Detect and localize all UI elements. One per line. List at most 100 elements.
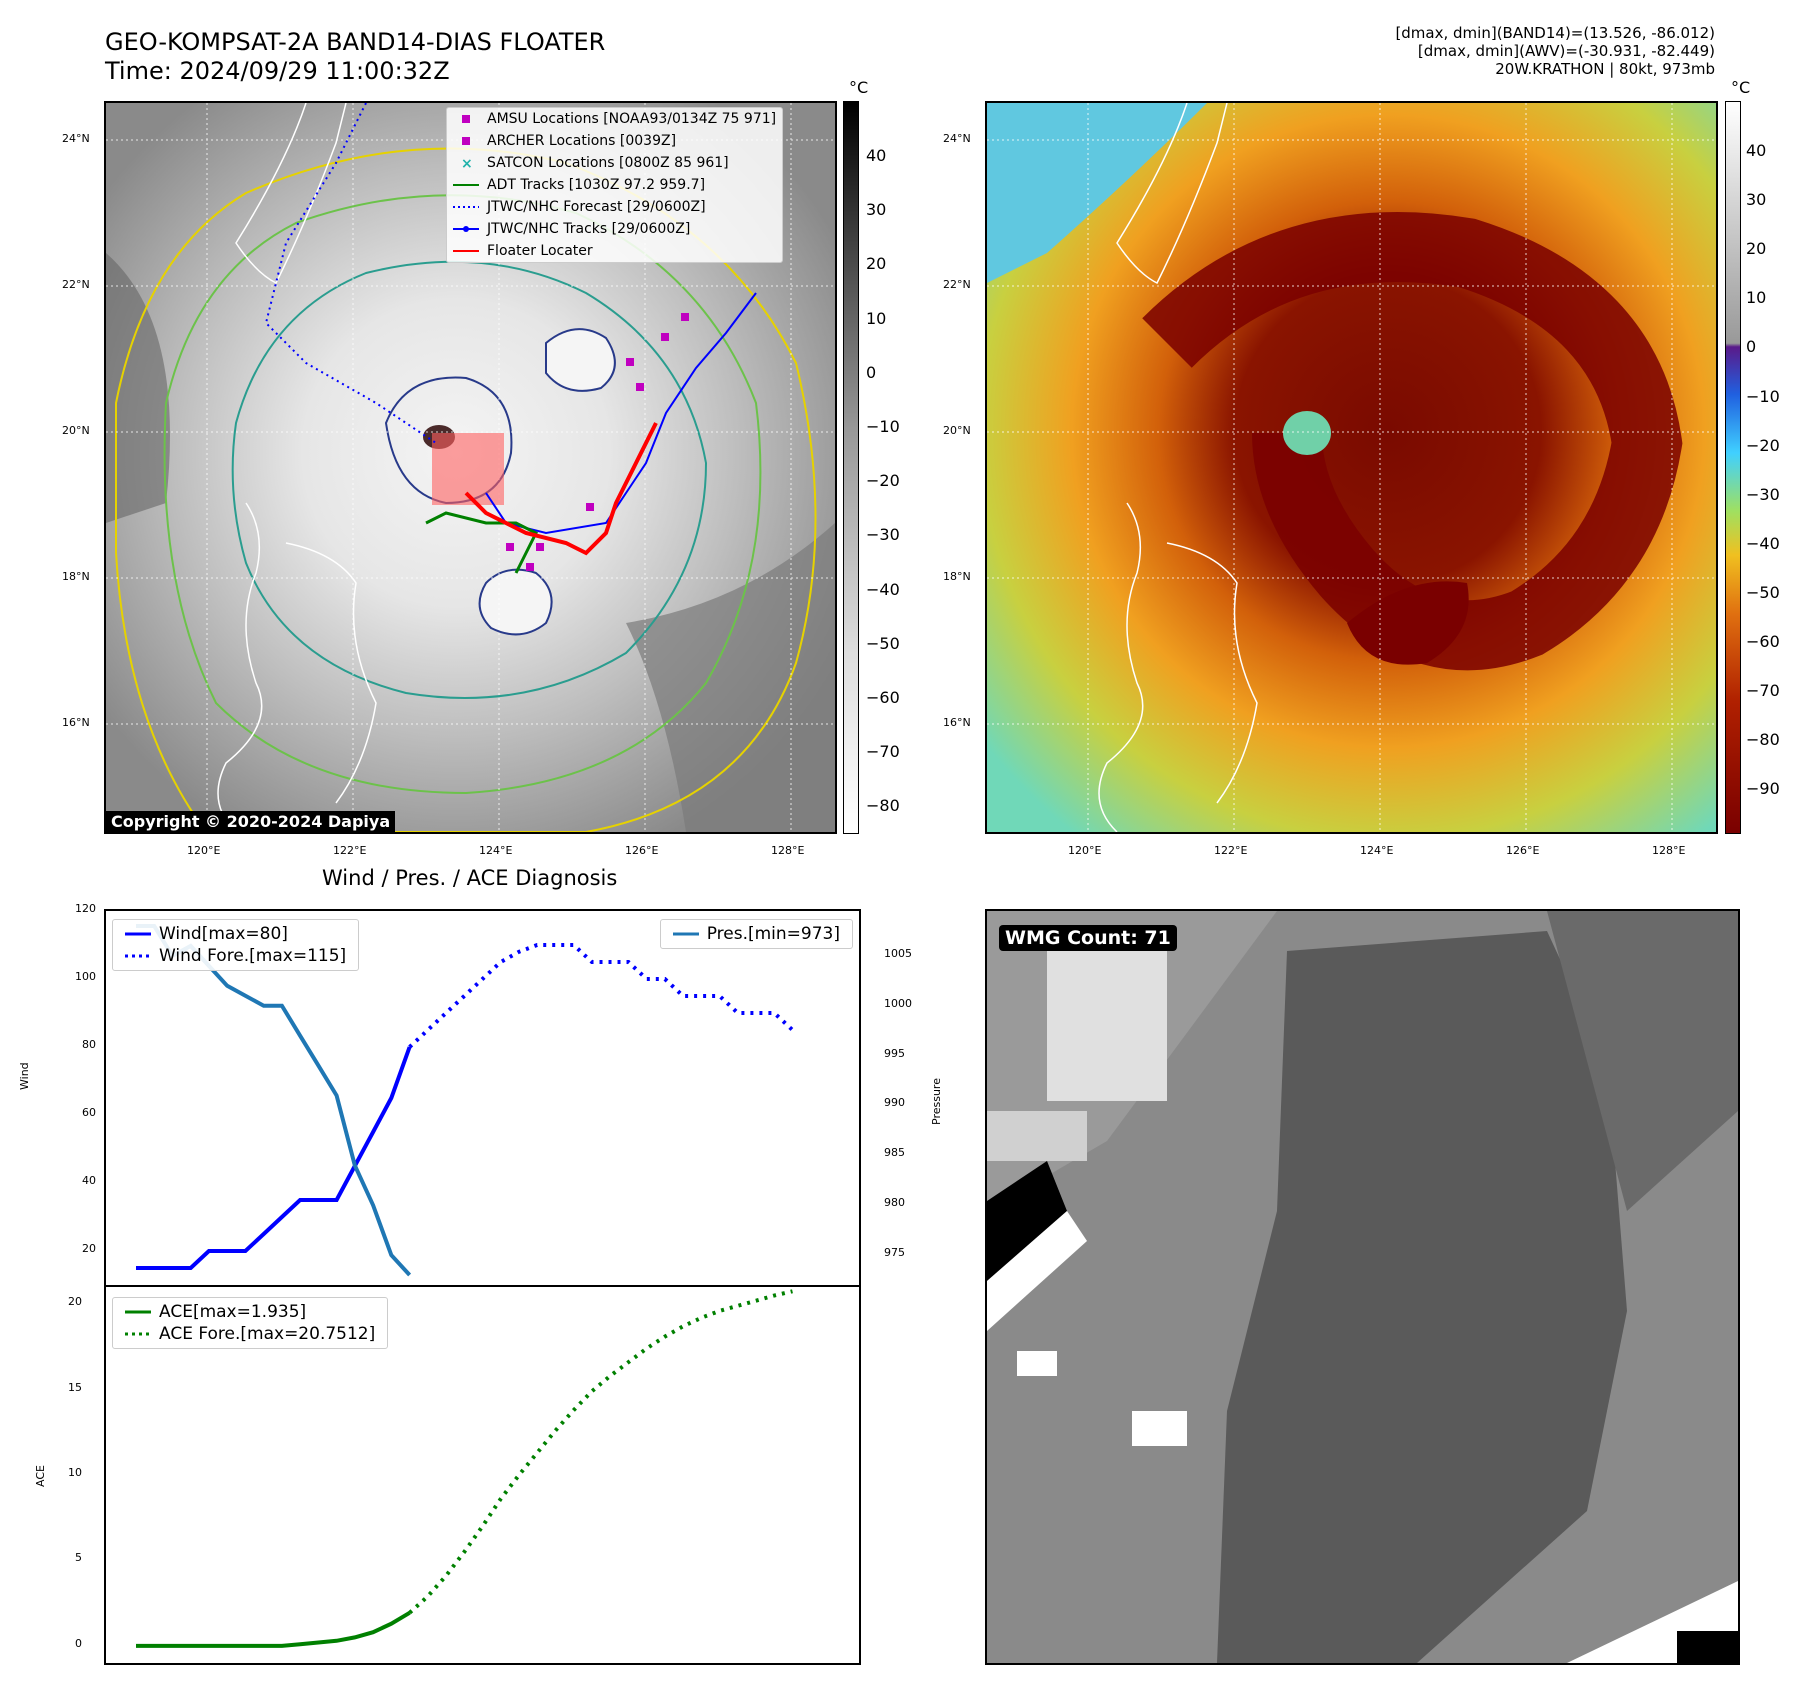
ace-chart: ACE[max=1.935] ACE Fore.[max=20.7512] bbox=[104, 1285, 861, 1665]
forecast-track bbox=[264, 103, 437, 444]
coastline-luzon bbox=[217, 502, 377, 832]
ir-map-panel: AMSU Locations [NOAA93/0134Z 75 971] ARCH… bbox=[104, 101, 837, 834]
lat-tick-label: 22°N bbox=[943, 278, 971, 291]
colorbar-tick-label: −70 bbox=[866, 742, 900, 762]
colorbar-tick-label: −30 bbox=[866, 525, 900, 545]
colorbar-tick-label: −90 bbox=[1746, 779, 1780, 799]
spiral-band-south bbox=[1347, 581, 1469, 665]
colorbar-tick-label: −10 bbox=[1746, 386, 1780, 406]
wind-tick-label: 80 bbox=[82, 1038, 96, 1051]
colorbar-tick-label: 0 bbox=[866, 362, 877, 382]
map-legend-item: AMSU Locations [NOAA93/0134Z 75 971] bbox=[447, 108, 782, 130]
legend-symbol-icon bbox=[453, 108, 479, 130]
colorbar-tick-label: −70 bbox=[1746, 681, 1780, 701]
lat-tick-label: 20°N bbox=[62, 424, 90, 437]
info-line-2: [dmax, dmin](AWV)=(-30.931, -82.449) bbox=[1417, 42, 1715, 60]
legend-wind: Wind[max=80] bbox=[125, 924, 288, 944]
svg-text:×: × bbox=[461, 156, 473, 172]
legend-ace-forecast: ACE Fore.[max=20.7512] bbox=[125, 1324, 376, 1344]
ace-tick-label: 20 bbox=[68, 1295, 82, 1309]
lon-tick-label: 120°E bbox=[187, 844, 221, 857]
dark-area-nw bbox=[106, 253, 170, 523]
ace-tick-label: 5 bbox=[75, 1551, 82, 1565]
amsu-markers bbox=[506, 313, 689, 571]
series-line bbox=[408, 1289, 793, 1615]
map-legend-label: SATCON Locations [0800Z 85 961] bbox=[487, 155, 729, 171]
wind-pressure-chart: Wind[max=80] Wind Fore.[max=115] Pres.[m… bbox=[104, 909, 861, 1287]
wmg-se-black bbox=[1677, 1631, 1738, 1663]
map-legend-label: Floater Locater bbox=[487, 243, 593, 259]
color-map-panel bbox=[985, 101, 1718, 834]
wmg-white-edge bbox=[987, 1211, 1087, 1331]
lon-tick-label: 120°E bbox=[1068, 844, 1102, 857]
wmg-panel: WMG Count: 71 bbox=[985, 909, 1740, 1665]
wmg-dark-region-2 bbox=[1547, 911, 1738, 1211]
map-legend-item: JTWC/NHC Tracks [29/0600Z] bbox=[447, 218, 782, 240]
legend-symbol-icon bbox=[453, 240, 479, 262]
floater-track bbox=[464, 422, 658, 556]
ace-tick-label: 0 bbox=[75, 1636, 82, 1650]
colorbar-tick-label: 30 bbox=[866, 200, 887, 220]
contour-navy-core bbox=[384, 376, 513, 505]
chart-title: Wind / Pres. / ACE Diagnosis bbox=[322, 866, 618, 890]
title-line-2: Time: 2024/09/29 11:00:32Z bbox=[105, 57, 450, 85]
color-coastline bbox=[1098, 103, 1258, 832]
legend-wind-forecast: Wind Fore.[max=115] bbox=[125, 946, 347, 966]
map-legend-item: Floater Locater bbox=[447, 240, 782, 262]
legend-symbol-icon bbox=[453, 196, 479, 218]
lon-tick-label: 122°E bbox=[1214, 844, 1248, 857]
colorbar-tick-label: −20 bbox=[1746, 435, 1780, 455]
info-line-1: [dmax, dmin](BAND14)=(13.526, -86.012) bbox=[1395, 24, 1715, 42]
legend-symbol-icon bbox=[453, 130, 479, 152]
colorbar-tick-label: −50 bbox=[866, 633, 900, 653]
copyright: Copyright © 2020-2024 Dapiya bbox=[106, 811, 396, 832]
wmg-white-patch bbox=[1017, 1351, 1057, 1376]
colorbar-tick-label: 10 bbox=[866, 308, 887, 328]
legend-pressure: Pres.[min=973] bbox=[672, 924, 840, 944]
pressure-tick-label: 1005 bbox=[884, 946, 912, 960]
lon-tick-label: 124°E bbox=[479, 844, 513, 857]
map-legend-item: ADT Tracks [1030Z 97.2 959.7] bbox=[447, 174, 782, 196]
color-gridlines bbox=[987, 103, 1716, 832]
colorbar-tick-label: −40 bbox=[1746, 533, 1780, 553]
lon-tick-label: 126°E bbox=[625, 844, 659, 857]
lat-tick-label: 24°N bbox=[62, 132, 90, 145]
info-line-3: 20W.KRATHON | 80kt, 973mb bbox=[1495, 60, 1715, 78]
legend-ace: ACE[max=1.935] bbox=[125, 1302, 307, 1322]
title-line-1: GEO-KOMPSAT-2A BAND14-DIAS FLOATER bbox=[105, 28, 606, 56]
figure-title: GEO-KOMPSAT-2A BAND14-DIAS FLOATER Time:… bbox=[105, 28, 605, 86]
colorbar-tick-label: −40 bbox=[866, 579, 900, 599]
ace-svg bbox=[136, 1289, 793, 1648]
colorbar-tick-label: −50 bbox=[1746, 582, 1780, 602]
series-line bbox=[136, 1046, 412, 1270]
lat-tick-label: 20°N bbox=[943, 424, 971, 437]
legend-symbol-icon bbox=[453, 218, 479, 240]
wind-legend: Wind[max=80] Wind Fore.[max=115] bbox=[112, 919, 360, 971]
map-legend-label: AMSU Locations [NOAA93/0134Z 75 971] bbox=[487, 111, 777, 127]
legend-symbol-icon bbox=[453, 174, 479, 196]
wind-tick-label: 120 bbox=[75, 902, 96, 915]
pressure-tick-label: 980 bbox=[884, 1196, 905, 1210]
pressure-legend: Pres.[min=973] bbox=[659, 919, 853, 949]
colorbar-tick-label: 0 bbox=[1746, 337, 1757, 357]
wmg-svg bbox=[987, 911, 1738, 1663]
colorbar-tick-label: 40 bbox=[1746, 141, 1767, 160]
contour-green bbox=[163, 194, 762, 795]
spiral-band bbox=[1142, 212, 1683, 671]
map-legend-item: ARCHER Locations [0039Z] bbox=[447, 130, 782, 152]
series-line bbox=[408, 943, 794, 1049]
wind-tick-label: 60 bbox=[82, 1106, 96, 1119]
map-legend-label: JTWC/NHC Tracks [29/0600Z] bbox=[487, 221, 691, 237]
lon-tick-label: 128°E bbox=[771, 844, 805, 857]
colorbar-tick-label: −60 bbox=[866, 688, 900, 707]
wmg-black-edge bbox=[987, 1161, 1067, 1281]
coastline-taiwan bbox=[235, 103, 347, 285]
map-legend-label: ARCHER Locations [0039Z] bbox=[487, 133, 677, 149]
map-legend-label: ADT Tracks [1030Z 97.2 959.7] bbox=[487, 177, 706, 193]
wmg-white-block-2 bbox=[987, 1111, 1087, 1161]
lat-tick-label: 24°N bbox=[943, 132, 971, 145]
colorbar-tick-label: 20 bbox=[866, 254, 887, 274]
ace-axis-label: ACE bbox=[34, 1465, 47, 1487]
colorbar-tick-label: 20 bbox=[1746, 239, 1767, 259]
wmg-white-patch-2 bbox=[1132, 1411, 1187, 1446]
